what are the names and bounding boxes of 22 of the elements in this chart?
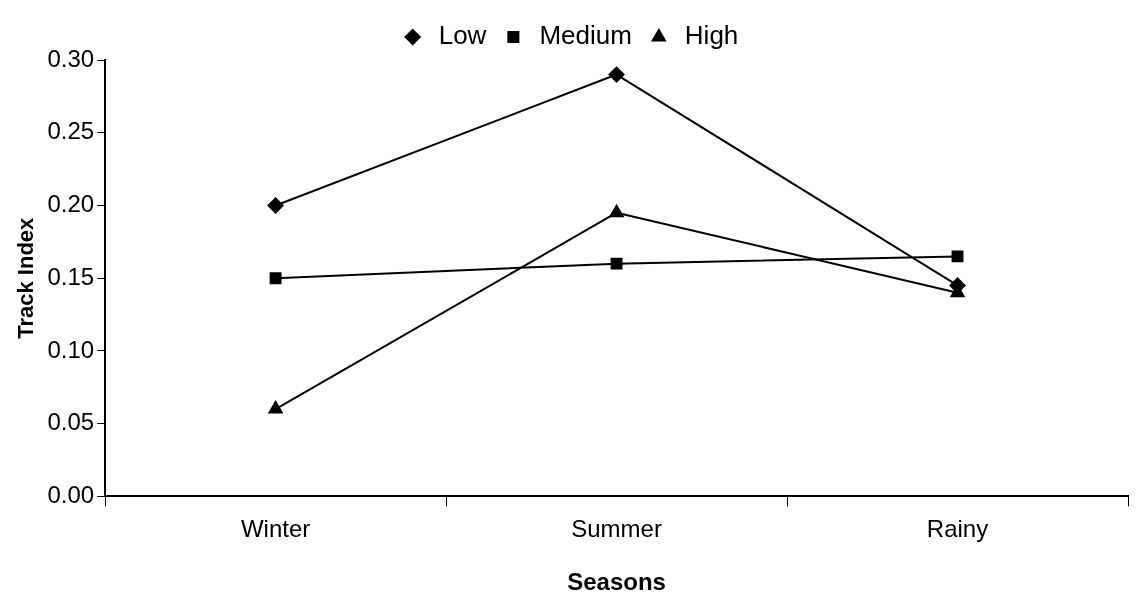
y-tick-label: 0.30 bbox=[47, 44, 95, 72]
point bbox=[951, 250, 964, 263]
point bbox=[608, 66, 625, 83]
y-tick-label: 0.05 bbox=[47, 408, 95, 436]
y-axis-title: Track Index bbox=[13, 216, 39, 339]
y-tick-label: 0.10 bbox=[47, 335, 95, 363]
x-tick-label: Rainy bbox=[926, 515, 989, 543]
legend-label: Low bbox=[438, 20, 487, 51]
point bbox=[268, 401, 283, 414]
y-tick-label: 0.25 bbox=[47, 117, 95, 145]
point bbox=[609, 204, 624, 218]
point bbox=[610, 257, 623, 270]
y-tick-label: 0.15 bbox=[47, 262, 95, 290]
y-tick-label: 0.00 bbox=[47, 481, 95, 509]
point bbox=[269, 272, 282, 285]
x-tick-label: Winter bbox=[240, 515, 311, 543]
legend-label: Medium bbox=[539, 20, 632, 51]
point bbox=[267, 197, 284, 214]
x-axis-title: Seasons bbox=[567, 568, 666, 596]
x-tick-label: Summer bbox=[571, 515, 662, 543]
y-tick-label: 0.20 bbox=[47, 190, 95, 218]
legend-label: High bbox=[684, 20, 739, 51]
